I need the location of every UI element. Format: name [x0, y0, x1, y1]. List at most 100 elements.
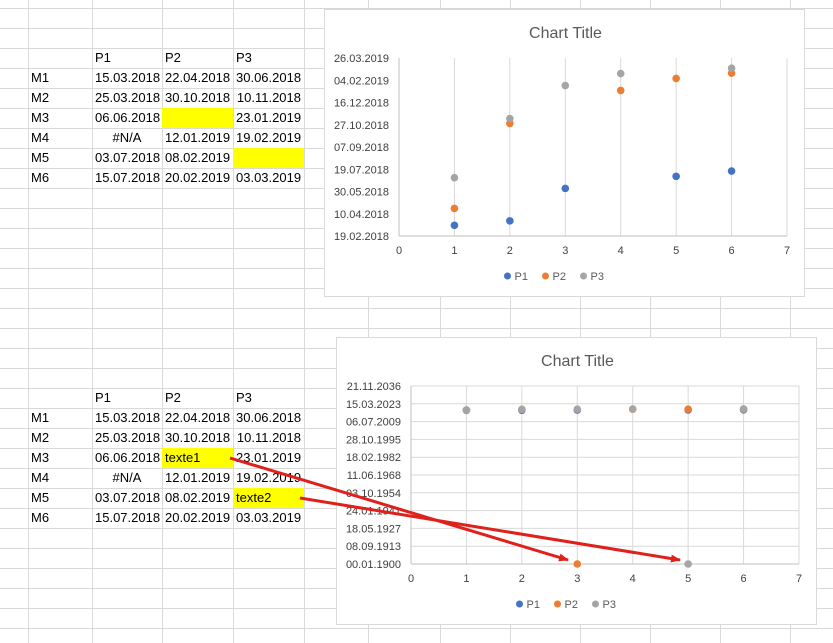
row-label[interactable]: M5 — [31, 490, 50, 505]
legend-label[interactable]: P1 — [515, 271, 528, 283]
y-tick-label: 18.05.1927 — [346, 523, 401, 535]
legend-label[interactable]: P2 — [553, 271, 566, 283]
data-point-p2[interactable] — [684, 405, 692, 413]
table-cell-p3[interactable]: 19.02.2019 — [236, 470, 302, 485]
data-point-p2[interactable] — [450, 204, 459, 213]
y-tick-label: 10.04.2018 — [334, 209, 389, 221]
data-point-p3[interactable] — [462, 406, 471, 414]
row-label[interactable]: M3 — [31, 110, 50, 125]
data-point-p1[interactable] — [506, 217, 514, 225]
table-cell-p1[interactable]: 15.03.2018 — [95, 70, 161, 85]
y-tick-label: 15.03.2023 — [346, 399, 401, 411]
column-header[interactable]: P3 — [236, 390, 252, 405]
legend-marker — [504, 272, 511, 280]
row-label[interactable]: M6 — [31, 510, 50, 525]
legend-marker — [554, 600, 561, 608]
data-point-p1[interactable] — [450, 221, 459, 230]
chart-title[interactable]: Chart Title — [541, 353, 614, 370]
table-cell-p2[interactable]: texte1 — [162, 448, 233, 468]
data-point-p1[interactable] — [672, 172, 680, 181]
table-cell-p1[interactable]: 25.03.2018 — [95, 430, 161, 445]
data-point-p3[interactable] — [628, 405, 637, 413]
row-label[interactable]: M6 — [31, 170, 50, 185]
x-tick-label: 0 — [408, 573, 414, 585]
table-cell-p2[interactable]: 08.02.2019 — [165, 490, 231, 505]
table-cell-p3[interactable]: 10.11.2018 — [236, 430, 301, 445]
column-header[interactable]: P2 — [165, 50, 181, 65]
data-point-p2[interactable] — [616, 86, 625, 95]
data-point-p3[interactable] — [739, 405, 748, 413]
table-cell-p3[interactable] — [233, 148, 304, 168]
y-tick-label: 03.10.1954 — [346, 488, 401, 500]
data-point-p3[interactable] — [518, 405, 526, 414]
table-cell-p3[interactable]: 23.01.2019 — [236, 450, 302, 465]
data-point-p3[interactable] — [561, 81, 570, 90]
table-cell-p3[interactable]: 30.06.2018 — [236, 410, 302, 425]
table-cell-p3[interactable]: 10.11.2018 — [236, 90, 301, 105]
data-point-p1[interactable] — [561, 184, 570, 193]
table-cell-p2[interactable]: 12.01.2019 — [165, 130, 231, 145]
chart-title[interactable]: Chart Title — [529, 25, 602, 42]
row-label[interactable]: M4 — [31, 470, 50, 485]
table-cell-p1[interactable]: 03.07.2018 — [95, 490, 161, 505]
table-cell-p1[interactable]: 15.03.2018 — [95, 410, 161, 425]
table-cell-p1[interactable]: #N/A — [112, 470, 142, 485]
y-tick-label: 04.02.2019 — [334, 75, 389, 87]
data-point-p3[interactable] — [727, 64, 736, 73]
legend-label[interactable]: P3 — [603, 599, 616, 611]
scatter-chart-bottom[interactable]: Chart Title 00.01.1900 08.09.1913 18.05.192… — [336, 337, 817, 625]
table-cell-p2[interactable]: 22.04.2018 — [165, 410, 231, 425]
row-label[interactable]: M5 — [31, 150, 50, 165]
y-tick-label: 07.09.2018 — [334, 142, 389, 154]
x-tick-label: 6 — [741, 573, 747, 585]
column-header[interactable]: P1 — [95, 50, 111, 65]
y-tick-label: 21.11.2036 — [347, 381, 401, 393]
row-label[interactable]: M3 — [31, 450, 50, 465]
legend-label[interactable]: P1 — [527, 599, 540, 611]
column-header[interactable]: P2 — [165, 390, 181, 405]
data-point-p3[interactable] — [450, 173, 459, 182]
table-cell-p2[interactable]: 12.01.2019 — [165, 470, 231, 485]
table-cell-p3[interactable]: texte2 — [233, 488, 304, 508]
table-cell-p2[interactable]: 08.02.2019 — [165, 150, 231, 165]
data-point-p2[interactable] — [573, 560, 582, 568]
table-cell-p1[interactable]: 15.07.2018 — [95, 170, 161, 185]
table-cell-p1[interactable]: 06.06.2018 — [95, 110, 161, 125]
data-point-p3[interactable] — [573, 405, 582, 413]
row-label[interactable]: M2 — [31, 90, 50, 105]
table-cell-p3[interactable]: 19.02.2019 — [236, 130, 302, 145]
row-label[interactable]: M2 — [31, 430, 50, 445]
table-cell-p2[interactable]: 20.02.2019 — [165, 510, 231, 525]
data-point-p3[interactable] — [684, 560, 692, 568]
column-header[interactable]: P3 — [236, 50, 252, 65]
table-cell-p1[interactable]: 03.07.2018 — [95, 150, 161, 165]
row-label[interactable]: M1 — [31, 70, 50, 85]
table-cell-p2[interactable]: 22.04.2018 — [165, 70, 231, 85]
table-cell-p3[interactable]: 23.01.2019 — [236, 110, 302, 125]
table-cell-p3[interactable]: 03.03.2019 — [236, 170, 302, 185]
y-tick-label: 19.07.2018 — [334, 164, 389, 176]
table-cell-p2[interactable] — [162, 108, 233, 128]
table-cell-p2[interactable]: 30.10.2018 — [165, 430, 231, 445]
data-point-p2[interactable] — [672, 74, 680, 83]
table-cell-p1[interactable]: 25.03.2018 — [95, 90, 161, 105]
table-cell-p2[interactable]: 30.10.2018 — [165, 90, 231, 105]
x-tick-label: 7 — [784, 245, 790, 257]
table-cell-p3[interactable]: 30.06.2018 — [236, 70, 302, 85]
table-cell-p3[interactable]: 03.03.2019 — [236, 510, 302, 525]
data-point-p3[interactable] — [506, 114, 514, 123]
table-cell-p1[interactable]: 15.07.2018 — [95, 510, 161, 525]
legend-label[interactable]: P3 — [591, 271, 604, 283]
legend-label[interactable]: P2 — [565, 599, 578, 611]
row-label[interactable]: M1 — [31, 410, 50, 425]
data-point-p3[interactable] — [616, 69, 625, 78]
data-point-p1[interactable] — [727, 167, 736, 175]
scatter-chart-top[interactable]: Chart Title 19.02.2018 10.04.2018 30.05.201… — [324, 9, 805, 297]
row-label[interactable]: M4 — [31, 130, 50, 145]
x-tick-label: 0 — [396, 245, 402, 257]
column-header[interactable]: P1 — [95, 390, 111, 405]
y-tick-label: 30.05.2018 — [334, 187, 389, 199]
table-cell-p1[interactable]: #N/A — [112, 130, 142, 145]
table-cell-p1[interactable]: 06.06.2018 — [95, 450, 161, 465]
table-cell-p2[interactable]: 20.02.2019 — [165, 170, 231, 185]
